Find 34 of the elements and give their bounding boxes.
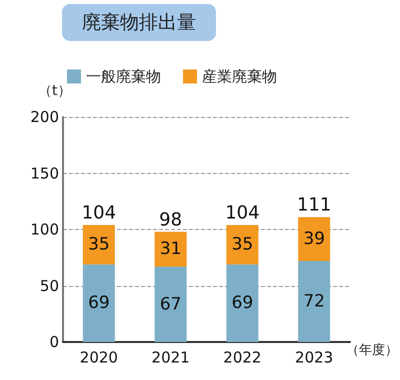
y-tick-label: 150 (30, 164, 59, 182)
data-label: 67 (160, 294, 182, 314)
data-label: 35 (88, 234, 110, 255)
bar (154, 232, 187, 267)
y-axis-title: （t） (38, 83, 72, 99)
y-tick-label: 100 (30, 220, 59, 238)
x-tick-label: 2022 (223, 348, 262, 366)
bar (298, 217, 330, 261)
y-tick-label: 200 (30, 108, 59, 126)
data-label: 69 (232, 293, 254, 314)
data-label: 72 (303, 292, 325, 312)
data-label: 39 (303, 229, 325, 250)
legend-label: 一般廃棄物 (86, 68, 161, 86)
y-tick-label: 0 (49, 333, 59, 351)
legend-label: 産業廃棄物 (202, 68, 277, 86)
y-tick-label: 50 (40, 276, 59, 295)
bar (82, 264, 115, 342)
data-label: 69 (88, 293, 110, 314)
total-label: 104 (225, 202, 260, 224)
total-label: 111 (296, 194, 332, 216)
chart-title: 廃棄物排出量 (82, 12, 196, 34)
total-label: 104 (82, 202, 116, 224)
bar (82, 225, 115, 264)
total-label: 98 (159, 209, 182, 230)
x-tick-label: 2020 (80, 348, 118, 366)
data-label: 35 (232, 234, 254, 255)
data-label: 31 (160, 239, 182, 260)
bar (154, 266, 187, 342)
bar (226, 264, 258, 342)
bar (298, 261, 330, 342)
x-tick-label: 2023 (295, 348, 334, 366)
bar (226, 225, 258, 264)
x-axis-title: （年度） (346, 342, 398, 358)
x-tick-label: 2021 (152, 348, 190, 366)
